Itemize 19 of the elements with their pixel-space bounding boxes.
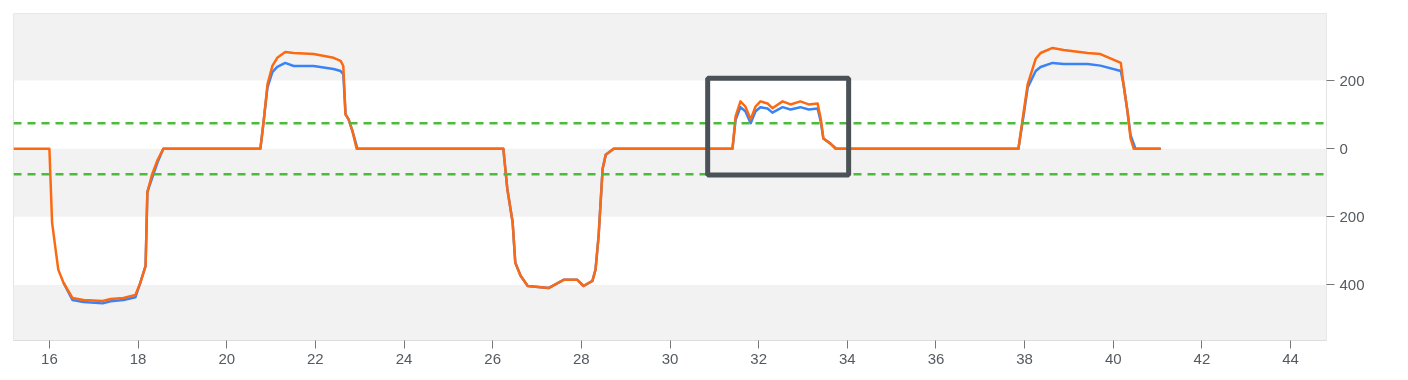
x-tick-label: 30: [661, 349, 679, 367]
x-tick-label: 18: [129, 349, 147, 367]
x-tick-label: 40: [1104, 349, 1122, 367]
x-tick-label: 42: [1193, 349, 1211, 367]
x-tick-label: 38: [1016, 349, 1033, 367]
x-tick-label: 22: [307, 349, 324, 367]
y-tick-label: 200: [1339, 71, 1365, 89]
x-tick-label: 32: [750, 349, 767, 367]
x-tick-label: 20: [218, 349, 236, 367]
x-tick-label: 36: [927, 349, 945, 367]
x-tick-label: 34: [838, 349, 856, 367]
x-tick-label: 16: [41, 349, 58, 367]
y-tick-label: 400: [1339, 275, 1365, 293]
x-tick-label: 26: [484, 349, 502, 367]
x-tick-label: 24: [395, 349, 413, 367]
y-tick-label: 0: [1339, 139, 1348, 157]
y-tick-label: 200: [1339, 207, 1365, 225]
x-tick-label: 44: [1282, 349, 1299, 367]
x-tick-label: 28: [573, 349, 590, 367]
